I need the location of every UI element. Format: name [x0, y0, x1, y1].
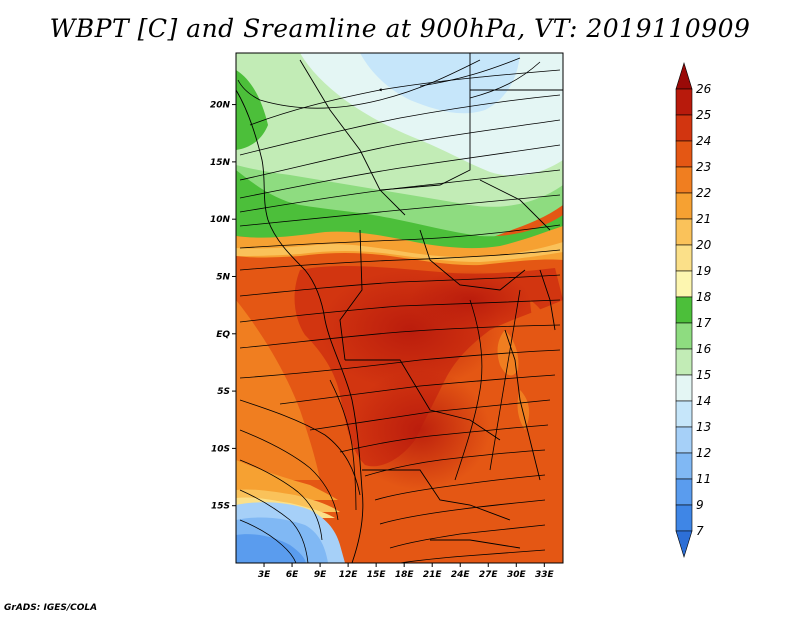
colorbar-segment [675, 114, 693, 142]
map-frame [235, 52, 564, 564]
colorbar-label: 19 [696, 264, 711, 278]
colorbar-label: 22 [696, 186, 711, 200]
lon-tick-label: 21E [423, 570, 443, 580]
plot-title: WBPT [C] and Sreamline at 900hPa, VT: 20… [49, 14, 751, 43]
colorbar-label: 20 [696, 238, 712, 252]
colorbar-segment [675, 426, 693, 454]
lon-tick-label: 18E [395, 570, 415, 580]
lon-tick-label: 12E [339, 570, 359, 580]
colorbar-segment [675, 218, 693, 246]
colorbar-segment [675, 166, 693, 194]
lon-tick-label: 33E [535, 570, 555, 580]
lon-tick-label: 27E [479, 570, 499, 580]
lat-tick-label: 10N [210, 215, 231, 225]
lon-tick-label: 6E [286, 570, 299, 580]
colorbar-label: 26 [696, 82, 712, 96]
colorbar-segment [675, 322, 693, 350]
colorbar-segment [675, 244, 693, 272]
lon-tick-label: 9E [314, 570, 327, 580]
lat-tick-label: 5N [216, 272, 230, 282]
colorbar-label: 24 [696, 134, 711, 148]
colorbar-label: 23 [696, 160, 711, 174]
colorbar-label: 12 [696, 446, 711, 460]
lat-tick-label: 15N [210, 158, 231, 168]
axis-ticks: 20N 15N 10N 5N EQ 5S 10S 15S 3E 6E 9E 12E 15E 18E 21E 2… [210, 101, 555, 580]
colorbar-segment [675, 452, 693, 480]
colorbar-segment [675, 140, 693, 168]
lat-tick-label: 10S [211, 444, 230, 454]
colorbar-label: 7 [696, 524, 704, 538]
footer-credit: GrADS: IGES/COLA [4, 603, 98, 613]
colorbar-segment [675, 270, 693, 298]
colorbar-segment [675, 478, 693, 506]
colorbar-label: 9 [696, 498, 704, 512]
colorbar-label: 25 [696, 108, 711, 122]
colorbar-label: 14 [696, 394, 711, 408]
colorbar-label: 21 [696, 212, 711, 226]
colorbar-label: 13 [696, 420, 711, 434]
lat-tick-label: 15S [211, 502, 230, 512]
colorbar-label: 18 [696, 290, 712, 304]
colorbar-segment [675, 192, 693, 220]
lon-tick-label: 24E [451, 570, 471, 580]
country-borders [236, 53, 563, 563]
colorbar: 7 9 11 12 13 14 15 16 17 18 19 20 21 22 23 24 25 26 [675, 61, 712, 559]
colorbar-label: 11 [696, 472, 711, 486]
lat-tick-label: 5S [217, 387, 230, 397]
lon-tick-label: 3E [258, 570, 271, 580]
colorbar-segment [675, 88, 693, 116]
colorbar-label: 16 [696, 342, 712, 356]
colorbar-bottom-arrow [675, 530, 693, 559]
colorbar-segment [675, 374, 693, 402]
lat-tick-label: 20N [210, 101, 231, 111]
colorbar-segment [675, 296, 693, 324]
colorbar-label: 15 [696, 368, 711, 382]
lat-tick-label: EQ [216, 330, 230, 340]
colorbar-segment [675, 504, 693, 532]
wbpt-shading [236, 53, 563, 563]
colorbar-segment [675, 400, 693, 428]
colorbar-label: 17 [696, 316, 712, 330]
lon-tick-label: 15E [367, 570, 387, 580]
lon-tick-label: 30E [507, 570, 527, 580]
colorbar-top-arrow [675, 61, 693, 90]
colorbar-segment [675, 348, 693, 376]
